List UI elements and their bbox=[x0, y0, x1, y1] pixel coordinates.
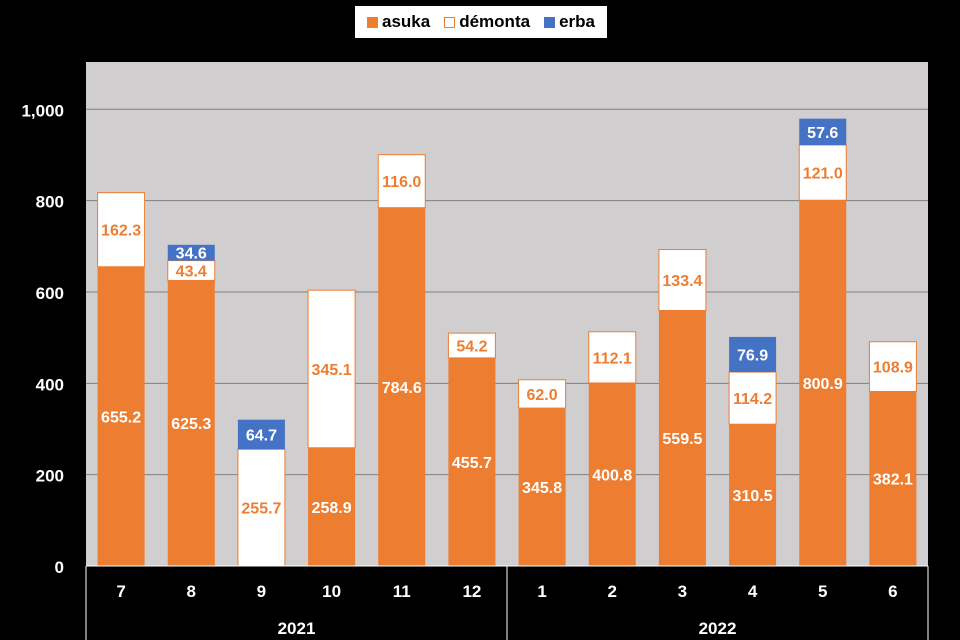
bar-asuka bbox=[448, 357, 496, 566]
bar-asuka bbox=[308, 447, 356, 566]
data-label: 625.3 bbox=[171, 416, 211, 433]
bar-démonta bbox=[97, 192, 146, 268]
bar-démonta bbox=[728, 371, 777, 425]
bar-démonta bbox=[518, 379, 567, 409]
data-label: 54.2 bbox=[456, 339, 487, 356]
bar-démonta bbox=[447, 332, 496, 359]
data-label: 116.0 bbox=[382, 174, 421, 191]
legend-label-demonta: démonta bbox=[459, 12, 531, 31]
data-label: 133.4 bbox=[662, 273, 702, 290]
bar-erba bbox=[729, 336, 777, 373]
x-tick-label: 8 bbox=[187, 582, 196, 601]
data-label: 655.2 bbox=[101, 409, 141, 426]
data-label: 34.6 bbox=[176, 246, 207, 263]
legend-item-asuka: asuka bbox=[367, 12, 430, 32]
x-tick-label: 3 bbox=[678, 582, 687, 601]
x-tick-label: 2 bbox=[608, 582, 617, 601]
data-label: 108.9 bbox=[873, 360, 913, 377]
data-label: 76.9 bbox=[737, 347, 768, 364]
x-tick-label: 7 bbox=[116, 582, 125, 601]
bar-erba bbox=[237, 419, 285, 450]
x-tick-label: 9 bbox=[257, 582, 266, 601]
x-tick-label: 10 bbox=[322, 582, 341, 601]
data-label: 400.8 bbox=[592, 467, 632, 484]
data-label: 57.6 bbox=[807, 125, 838, 142]
legend-swatch-demonta bbox=[444, 16, 456, 28]
y-tick-label: 0 bbox=[55, 558, 64, 577]
data-label: 62.0 bbox=[527, 387, 558, 404]
x-tick-label: 4 bbox=[748, 582, 758, 601]
data-label: 255.7 bbox=[241, 501, 281, 518]
legend-label-erba: erba bbox=[559, 12, 595, 31]
data-label: 784.6 bbox=[382, 380, 422, 397]
bar-asuka bbox=[588, 382, 636, 566]
data-label: 382.1 bbox=[873, 472, 913, 489]
bar-démonta bbox=[377, 154, 426, 209]
bar-asuka bbox=[378, 207, 426, 566]
bar-démonta bbox=[658, 249, 707, 311]
data-label: 162.3 bbox=[101, 223, 141, 240]
data-label: 800.9 bbox=[803, 376, 843, 393]
plot-area bbox=[86, 62, 928, 566]
x-tick-label: 5 bbox=[818, 582, 827, 601]
year-group-label: 2022 bbox=[699, 619, 737, 638]
bar-démonta bbox=[307, 289, 356, 449]
legend-item-erba: erba bbox=[544, 12, 595, 32]
legend-swatch-asuka bbox=[367, 16, 379, 28]
bar-erba bbox=[167, 244, 215, 261]
legend-label-asuka: asuka bbox=[382, 12, 431, 31]
data-label: 310.5 bbox=[733, 488, 773, 505]
data-label: 258.9 bbox=[312, 500, 352, 517]
x-tick-label: 11 bbox=[393, 582, 411, 601]
bar-démonta bbox=[237, 448, 286, 567]
data-label: 43.4 bbox=[176, 264, 207, 281]
year-group-label: 2021 bbox=[278, 619, 316, 638]
x-tick-label: 1 bbox=[537, 582, 546, 601]
legend-item-demonta: démonta bbox=[444, 12, 530, 32]
data-label: 455.7 bbox=[452, 455, 492, 472]
data-label: 64.7 bbox=[246, 427, 277, 444]
data-label: 345.8 bbox=[522, 480, 562, 497]
bar-asuka bbox=[869, 391, 917, 566]
y-tick-label: 400 bbox=[36, 375, 64, 394]
bar-asuka bbox=[658, 310, 706, 566]
bar-asuka bbox=[167, 280, 215, 566]
bar-démonta bbox=[868, 341, 917, 392]
legend-swatch-erba bbox=[544, 16, 556, 28]
bar-démonta bbox=[798, 144, 847, 201]
x-tick-label: 6 bbox=[888, 582, 897, 601]
bar-asuka bbox=[799, 200, 847, 566]
y-tick-label: 600 bbox=[36, 284, 64, 303]
data-label: 121.0 bbox=[803, 166, 843, 183]
bar-démonta bbox=[588, 331, 637, 384]
bar-asuka bbox=[97, 266, 145, 566]
x-tick-label: 12 bbox=[462, 582, 481, 601]
data-label: 345.1 bbox=[312, 362, 352, 379]
data-label: 112.1 bbox=[593, 350, 632, 367]
data-label: 114.2 bbox=[733, 391, 772, 408]
data-label: 559.5 bbox=[662, 431, 702, 448]
legend: asuka démonta erba bbox=[355, 6, 607, 38]
y-tick-label: 200 bbox=[36, 467, 64, 486]
y-tick-label: 800 bbox=[36, 193, 64, 212]
bar-erba bbox=[799, 118, 847, 145]
bar-asuka bbox=[518, 408, 566, 566]
bar-asuka bbox=[729, 424, 777, 566]
y-tick-label: 1,000 bbox=[21, 101, 64, 120]
